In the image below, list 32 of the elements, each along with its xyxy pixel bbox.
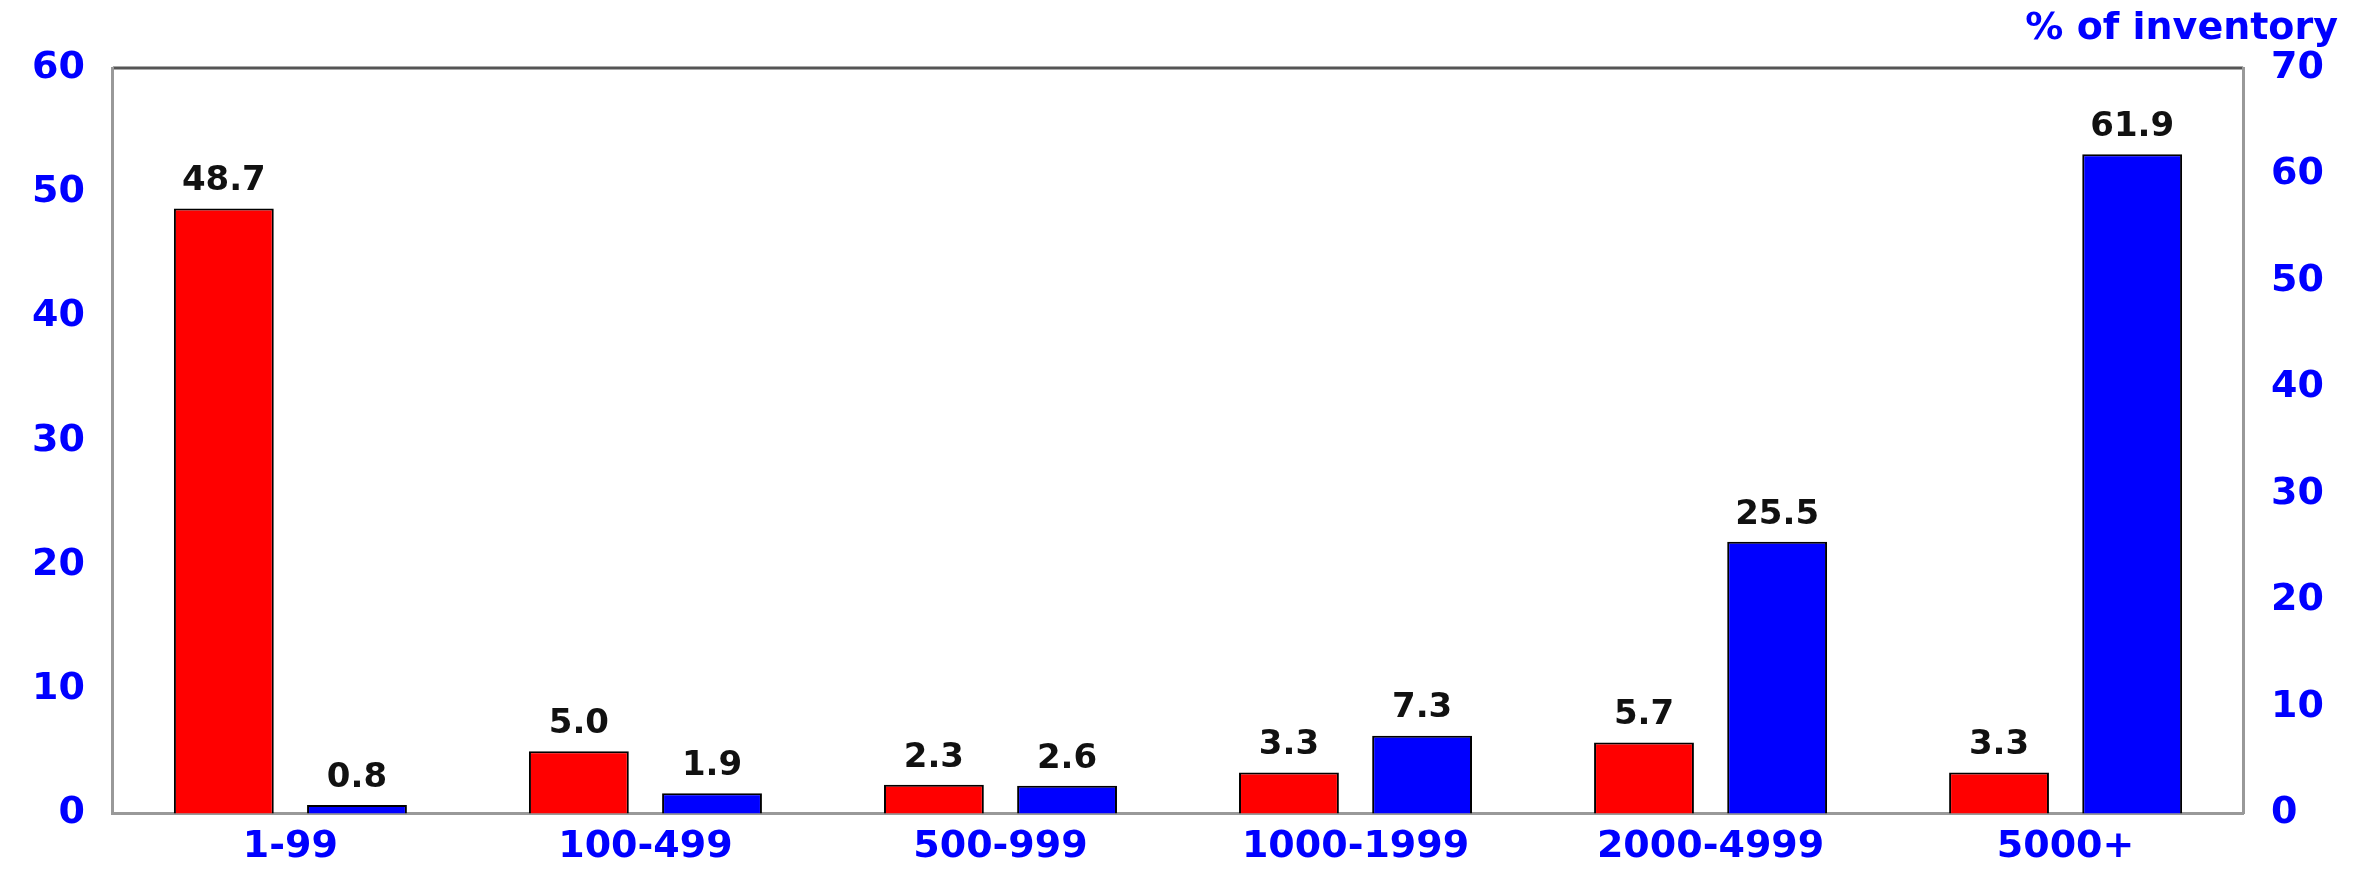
- x-tick-label: 2000-4999: [1596, 822, 1825, 867]
- x-tick-label: 1000-1999: [1241, 822, 1470, 867]
- data-label: 3.3: [1968, 722, 2030, 763]
- data-label: 48.7: [181, 158, 266, 199]
- data-label: 5.7: [1613, 692, 1675, 733]
- x-tick-label: 5000+: [1996, 822, 2135, 867]
- data-label: 5.0: [548, 701, 609, 742]
- y-tick-label: 60: [31, 42, 85, 87]
- data-label: 0.8: [326, 754, 388, 795]
- y2-tick-label: 50: [2271, 255, 2325, 300]
- data-label: 1.9: [681, 743, 743, 783]
- data-label: 2.6: [1036, 735, 1098, 776]
- y-tick-label: 30: [31, 415, 85, 460]
- x-tick-label: 1-99: [242, 822, 338, 867]
- data-label: 2.3: [903, 734, 965, 775]
- y2-tick-label: 60: [2271, 149, 2325, 194]
- y-tick-label: 10: [31, 664, 85, 709]
- data-label: 7.3: [1391, 685, 1453, 726]
- y-tick-label: 0: [58, 788, 85, 833]
- data-label: 61.9: [2090, 104, 2175, 145]
- y-tick-label: 50: [31, 167, 85, 212]
- y2-tick-label: 10: [2271, 681, 2325, 726]
- x-tick-label: 100-499: [558, 822, 733, 867]
- x-tick-label: 500-999: [913, 822, 1088, 867]
- y2-tick-label: 40: [2271, 362, 2325, 407]
- data-label: 25.5: [1735, 491, 1820, 532]
- y2-tick-label: 30: [2271, 468, 2325, 513]
- y2-tick-label: 20: [2271, 575, 2325, 620]
- y2-tick-label: 0: [2271, 788, 2298, 833]
- data-label: 3.3: [1258, 722, 1320, 763]
- y-tick-label: 20: [31, 539, 85, 584]
- y-tick-label: 40: [31, 291, 85, 336]
